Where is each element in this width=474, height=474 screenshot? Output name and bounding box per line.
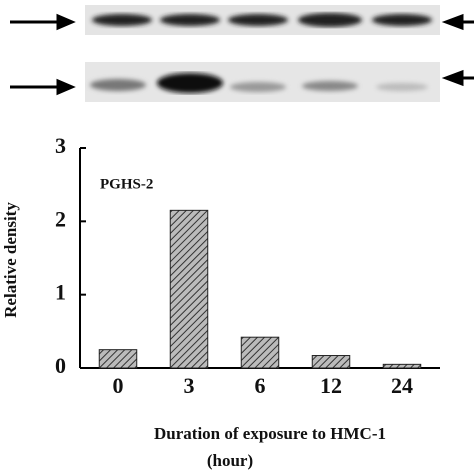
x-tick-label: 24 [391,373,413,398]
bar [311,355,351,369]
blot-panel [10,5,474,102]
blot-strip [85,62,440,102]
x-tick-label: 12 [320,373,342,398]
x-axis-unit: (hour) [207,451,253,470]
bar [382,363,422,369]
bar [169,209,209,369]
y-tick-label: 3 [55,133,66,158]
bar [98,349,138,369]
x-axis-label: Duration of exposure to HMC-1 [154,424,386,443]
y-tick-label: 1 [55,280,66,305]
chart-annotation: PGHS-2 [100,176,153,192]
x-tick-label: 3 [184,373,195,398]
x-tick-label: 0 [113,373,124,398]
x-tick-label: 6 [255,373,266,398]
y-tick-label: 0 [55,353,66,378]
y-tick-label: 2 [55,206,66,231]
bar [240,336,280,369]
y-axis-label: Relative density [1,202,20,318]
